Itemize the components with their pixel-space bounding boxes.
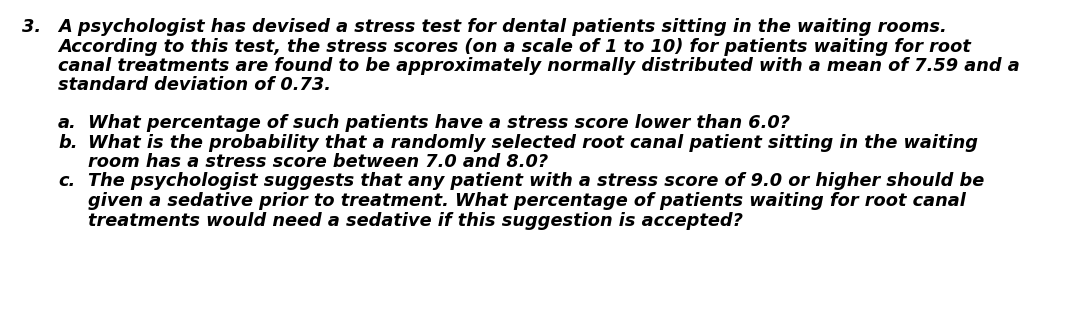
Text: A psychologist has devised a stress test for dental patients sitting in the wait: A psychologist has devised a stress test… xyxy=(58,18,947,36)
Text: 3.: 3. xyxy=(22,18,41,36)
Text: treatments would need a sedative if this suggestion is accepted?: treatments would need a sedative if this… xyxy=(87,211,743,229)
Text: What is the probability that a randomly selected root canal patient sitting in t: What is the probability that a randomly … xyxy=(87,134,978,152)
Text: a.: a. xyxy=(58,114,77,132)
Text: room has a stress score between 7.0 and 8.0?: room has a stress score between 7.0 and … xyxy=(87,153,549,171)
Text: b.: b. xyxy=(58,134,78,152)
Text: given a sedative prior to treatment. What percentage of patients waiting for roo: given a sedative prior to treatment. Wha… xyxy=(87,192,966,210)
Text: According to this test, the stress scores (on a scale of 1 to 10) for patients w: According to this test, the stress score… xyxy=(58,38,971,56)
Text: c.: c. xyxy=(58,172,76,190)
Text: standard deviation of 0.73.: standard deviation of 0.73. xyxy=(58,77,330,95)
Text: canal treatments are found to be approximately normally distributed with a mean : canal treatments are found to be approxi… xyxy=(58,57,1020,75)
Text: The psychologist suggests that any patient with a stress score of 9.0 or higher : The psychologist suggests that any patie… xyxy=(87,172,984,190)
Text: What percentage of such patients have a stress score lower than 6.0?: What percentage of such patients have a … xyxy=(87,114,789,132)
